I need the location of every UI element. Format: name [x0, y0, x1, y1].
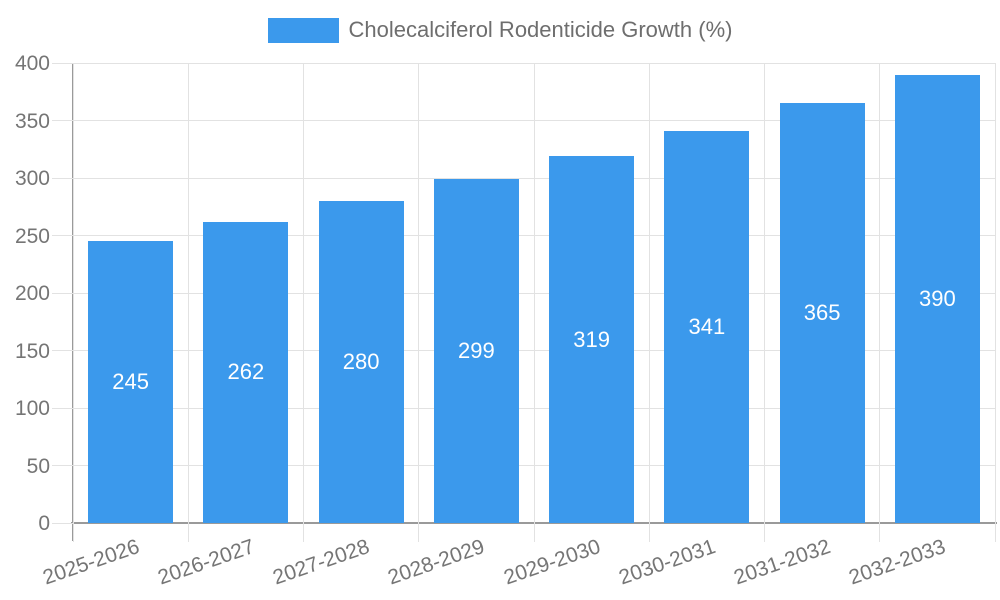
bar-value-label: 262	[227, 359, 265, 385]
plot-area: 245 262 280 299 319 341 365 390	[52, 62, 997, 542]
bar-value-label: 341	[688, 313, 726, 339]
bar[interactable]: 245	[88, 241, 174, 523]
legend-swatch	[267, 17, 339, 43]
y-grid-line	[52, 292, 995, 294]
y-tick-label: 200	[14, 282, 50, 305]
x-grid-line	[418, 63, 420, 542]
bar[interactable]: 299	[433, 179, 519, 523]
y-tick-label: 0	[38, 512, 50, 535]
x-tick-label: 2031-2032	[731, 535, 834, 590]
bar-value-label: 390	[919, 285, 956, 311]
y-tick-label: 350	[14, 109, 50, 133]
legend-label: Cholecalciferol Rodenticide Growth (%)	[348, 17, 733, 42]
y-tick-label: 50	[26, 454, 50, 478]
y-grid-line	[52, 235, 995, 236]
legend-item[interactable]: Cholecalciferol Rodenticide Growth (%)	[0, 17, 1000, 43]
bar[interactable]: 341	[664, 130, 750, 523]
bar[interactable]: 319	[549, 156, 635, 523]
x-tick-label: 2028-2029	[385, 535, 488, 590]
bar[interactable]: 280	[318, 201, 404, 523]
y-grid-line	[52, 177, 995, 179]
y-tick-label: 300	[14, 167, 50, 190]
bar-value-label: 365	[803, 300, 841, 326]
y-tick-label: 250	[14, 224, 50, 248]
x-tick-label: 2026-2027	[154, 535, 258, 590]
x-axis-tick	[52, 522, 73, 524]
y-grid-line	[52, 407, 995, 409]
x-grid-line	[303, 63, 304, 542]
x-grid-line	[879, 63, 881, 542]
x-grid-line	[764, 63, 765, 542]
y-grid-line	[52, 350, 995, 351]
x-tick-label: 2030-2031	[615, 535, 719, 590]
x-grid-line	[994, 63, 996, 542]
x-tick-label: 2029-2030	[500, 535, 604, 590]
bar[interactable]: 365	[779, 103, 865, 523]
bar-value-label: 319	[573, 326, 610, 352]
y-grid-line	[52, 62, 995, 64]
x-grid-line	[72, 63, 74, 542]
bar[interactable]: 390	[894, 74, 980, 523]
bar[interactable]: 262	[203, 221, 289, 523]
x-tick-label: 2025-2026	[39, 535, 143, 590]
y-tick-label: 150	[14, 339, 50, 363]
x-grid-line	[187, 63, 189, 542]
bar-value-label: 245	[112, 369, 149, 395]
x-grid-line	[648, 63, 650, 542]
bar-value-label: 280	[342, 349, 380, 374]
y-tick-label: 100	[14, 397, 50, 420]
x-tick-label: 2027-2028	[270, 535, 373, 590]
y-tick-label: 400	[14, 52, 50, 75]
x-tick-label: 2032-2033	[846, 535, 949, 590]
y-grid-line	[52, 465, 995, 466]
x-grid-line	[533, 63, 535, 542]
y-grid-line	[52, 120, 995, 121]
bar-value-label: 299	[458, 338, 495, 364]
